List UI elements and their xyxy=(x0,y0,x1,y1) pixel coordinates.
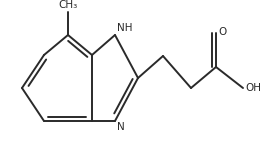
Text: O: O xyxy=(218,27,226,37)
Text: OH: OH xyxy=(245,83,261,93)
Text: N: N xyxy=(117,122,125,132)
Text: CH₃: CH₃ xyxy=(58,0,78,10)
Text: NH: NH xyxy=(117,23,132,33)
